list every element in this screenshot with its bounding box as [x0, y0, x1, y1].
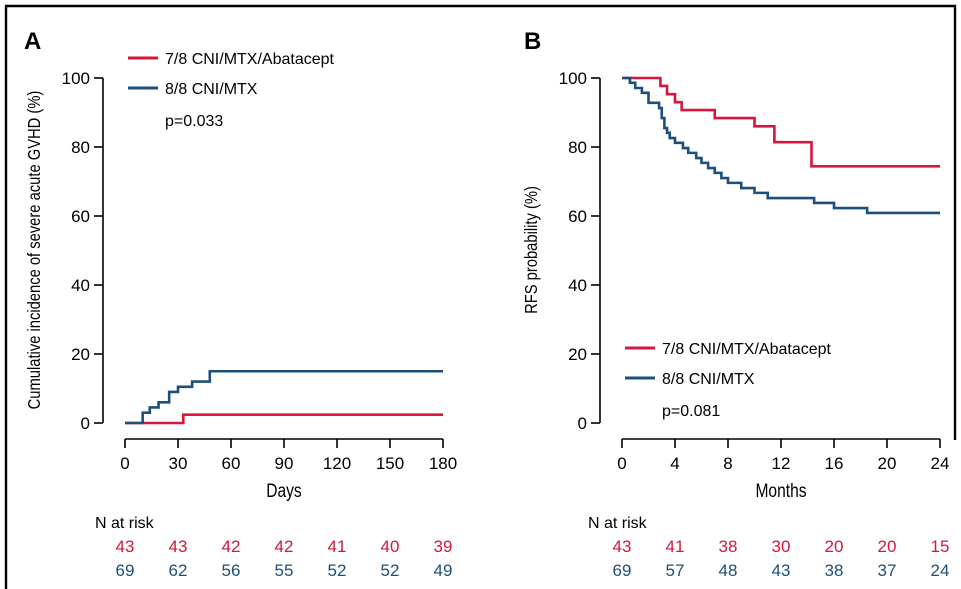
panel-b-y-tick-label: 100: [559, 69, 587, 88]
panel-b-legend-label-cni: 8/8 CNI/MTX: [662, 371, 755, 388]
panel-a-x-tick-label: 30: [169, 454, 188, 473]
panel-a-series-cni-line: [125, 369, 443, 425]
panel-b-risk-value-abatacept: 38: [719, 537, 738, 556]
panel-b-pvalue: p=0.081: [662, 403, 720, 420]
panel-a-risk-value-cni: 55: [275, 561, 294, 580]
panel-b-y-tick-label: 0: [578, 414, 587, 433]
panel-b-risk-value-abatacept: 43: [613, 537, 632, 556]
panel-a-y-tick-label: 60: [71, 207, 90, 226]
panel-b-x-tick-label: 0: [617, 454, 626, 473]
panel-b-risk-value-abatacept: 15: [931, 537, 950, 556]
panel-a-risk-value-cni: 52: [328, 561, 347, 580]
panel-a-series-abatacept-line: [125, 413, 443, 425]
panel-a-y-axis-title: Cumulative incidence of severe acute GVH…: [25, 91, 45, 410]
panel-a-ticks: 0 20 40 60 80 100 0 30 60 90 120 150 180: [62, 69, 458, 473]
panel-a-risk-value-cni: 69: [116, 561, 135, 580]
panel-b-y-tick-label: 40: [568, 276, 587, 295]
panel-a-risk-table: 43 43 42 42 41 40 39 69 62 56 55 52 52 49: [116, 537, 453, 580]
panel-a-axes: [102, 78, 443, 440]
panel-a-risk-value-abatacept: 41: [328, 537, 347, 556]
panel-a-y-tick-label: 80: [71, 138, 90, 157]
panel-a-risk-value-abatacept: 39: [434, 537, 453, 556]
panel-b-x-tick-label: 12: [772, 454, 791, 473]
panel-a-x-tick-label: 120: [323, 454, 351, 473]
panel-b-risk-value-cni: 57: [666, 561, 685, 580]
panel-a-x-tick-label: 150: [376, 454, 404, 473]
panel-a-x-tick-label: 60: [222, 454, 241, 473]
panel-a-legend: 7/8 CNI/MTX/Abatacept 8/8 CNI/MTX p=0.03…: [128, 51, 335, 130]
panel-b-x-tick-label: 8: [723, 454, 732, 473]
panel-label-a: A: [24, 28, 41, 55]
panel-a-risk-value-abatacept: 43: [116, 537, 135, 556]
panel-a-x-tick-label: 0: [120, 454, 129, 473]
panel-a-risk-value-abatacept: 43: [169, 537, 188, 556]
panel-b-risk-table: 43 41 38 30 20 20 15 69 57 48 43 38 37 24: [613, 537, 950, 580]
panel-a-pvalue: p=0.033: [165, 113, 223, 130]
panel-b-risk-value-cni: 48: [719, 561, 738, 580]
panel-b-risk-value-cni: 69: [613, 561, 632, 580]
panel-a-risk-value-abatacept: 40: [381, 537, 400, 556]
panel-b-series: [622, 76, 940, 215]
panel-b-x-tick-label: 24: [931, 454, 950, 473]
panel-a-risk-value-cni: 56: [222, 561, 241, 580]
panel-b-risk-value-abatacept: 20: [878, 537, 897, 556]
panel-b-risk-value-abatacept: 30: [772, 537, 791, 556]
panel-b-x-tick-label: 4: [670, 454, 679, 473]
panel-b-series-abatacept-line: [622, 76, 940, 168]
panel-a-y-tick-label: 20: [71, 345, 90, 364]
panel-a-risk-value-cni: 49: [434, 561, 453, 580]
panel-b-y-tick-label: 80: [568, 138, 587, 157]
panel-a-risk-title: N at risk: [95, 515, 155, 532]
panel-b-risk-value-abatacept: 20: [825, 537, 844, 556]
panel-b-risk-value-abatacept: 41: [666, 537, 685, 556]
panel-b-risk-value-cni: 43: [772, 561, 791, 580]
panel-b-legend-label-abatacept: 7/8 CNI/MTX/Abatacept: [662, 341, 832, 358]
panel-a-series: [125, 369, 443, 425]
panel-a-legend-label-cni: 8/8 CNI/MTX: [165, 81, 258, 98]
panel-a: A 0 20 40 60 80 100 0 30 60 90 120 150 180 7/8 CNI/M…: [24, 28, 457, 580]
panel-a-risk-value-abatacept: 42: [222, 537, 241, 556]
panel-a-legend-label-abatacept: 7/8 CNI/MTX/Abatacept: [165, 51, 335, 68]
panel-a-risk-value-abatacept: 42: [275, 537, 294, 556]
panel-a-risk-value-cni: 52: [381, 561, 400, 580]
panel-a-x-axis-title: Days: [266, 480, 302, 502]
panel-b-risk-value-cni: 37: [878, 561, 897, 580]
panel-a-x-tick-label: 90: [275, 454, 294, 473]
panel-b-legend: 7/8 CNI/MTX/Abatacept 8/8 CNI/MTX p=0.08…: [625, 341, 832, 420]
panel-a-risk-value-cni: 62: [169, 561, 188, 580]
panel-b-series-cni-line: [622, 76, 940, 215]
panel-a-y-tick-label: 40: [71, 276, 90, 295]
panel-b-risk-value-cni: 24: [931, 561, 950, 580]
panel-b-axes: [599, 78, 940, 440]
panel-a-y-tick-label: 100: [62, 69, 90, 88]
panel-b-risk-value-cni: 38: [825, 561, 844, 580]
panel-b-risk-title: N at risk: [588, 515, 648, 532]
panel-a-x-tick-label: 180: [429, 454, 457, 473]
panel-label-b: B: [524, 28, 541, 55]
panel-b-x-axis-title: Months: [755, 480, 806, 502]
panel-b-x-tick-label: 20: [878, 454, 897, 473]
panel-a-y-tick-label: 0: [81, 414, 90, 433]
panel-b-ticks: 0 20 40 60 80 100 0 4 8 12 16 20 24: [559, 69, 950, 473]
panel-b-x-tick-label: 16: [825, 454, 844, 473]
panel-frame: [4, 4, 957, 589]
panel-b-y-tick-label: 60: [568, 207, 587, 226]
panel-b-y-tick-label: 20: [568, 345, 587, 364]
panel-b-y-axis-title: RFS probability (%): [522, 186, 542, 314]
